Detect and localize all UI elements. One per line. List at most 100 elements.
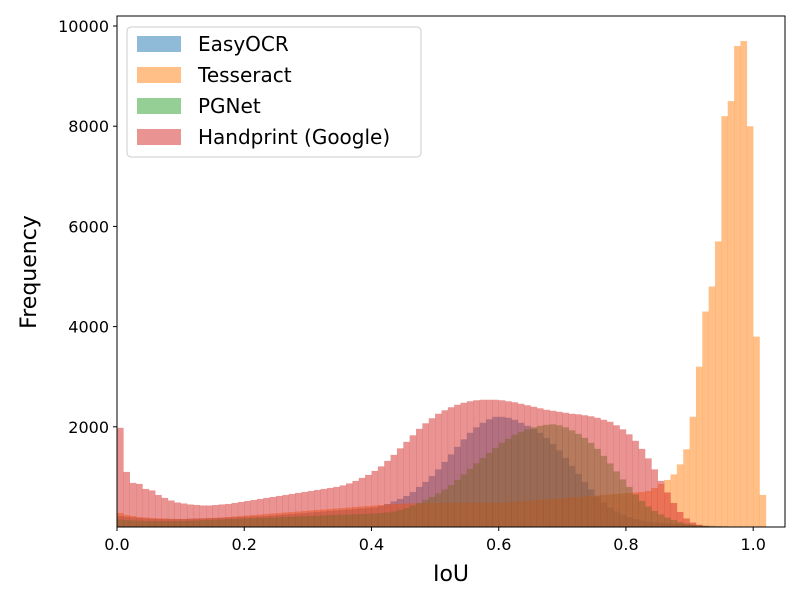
histogram-bar bbox=[174, 502, 181, 527]
y-axis-label: Frequency bbox=[17, 215, 42, 329]
histogram-bar bbox=[479, 399, 487, 527]
series-3 bbox=[117, 399, 735, 527]
y-tick-label: 8000 bbox=[68, 117, 109, 136]
histogram-bar bbox=[651, 469, 659, 527]
histogram-bar bbox=[180, 503, 188, 527]
legend-swatch bbox=[137, 36, 181, 52]
histogram-bar bbox=[396, 448, 404, 527]
histogram-bar bbox=[256, 498, 264, 527]
histogram-bar bbox=[746, 126, 754, 527]
histogram-bar bbox=[428, 418, 436, 527]
histogram-bar bbox=[155, 494, 162, 527]
histogram-bar bbox=[244, 500, 251, 527]
histogram-bar bbox=[753, 336, 760, 527]
histogram-bar bbox=[123, 471, 130, 527]
histogram-bar bbox=[543, 409, 550, 527]
histogram-bar bbox=[167, 500, 175, 527]
y-tick-label: 6000 bbox=[68, 217, 109, 236]
histogram-bar bbox=[587, 416, 595, 527]
histogram-bar bbox=[403, 441, 410, 527]
histogram-bar bbox=[670, 474, 678, 527]
histogram-bar bbox=[390, 454, 398, 527]
histogram-bar bbox=[441, 410, 449, 527]
legend-label: Tesseract bbox=[197, 63, 292, 87]
histogram-bar bbox=[193, 504, 200, 527]
histogram-bar bbox=[435, 413, 442, 527]
histogram-bar bbox=[117, 427, 124, 527]
histogram-bar bbox=[498, 400, 506, 527]
legend-label: EasyOCR bbox=[198, 32, 289, 56]
histogram-bar bbox=[269, 496, 277, 527]
histogram-bar bbox=[129, 482, 137, 527]
histogram-bar bbox=[683, 518, 690, 527]
histogram-bar bbox=[575, 414, 582, 527]
histogram-bar bbox=[161, 497, 169, 527]
histogram-bar bbox=[199, 505, 207, 527]
plot-frame bbox=[116, 15, 786, 528]
x-tick-label: 1.0 bbox=[740, 535, 765, 554]
histogram-bar bbox=[505, 401, 512, 527]
histogram-bar bbox=[307, 490, 315, 527]
histogram-bar bbox=[225, 503, 232, 527]
histogram-bar bbox=[695, 366, 703, 527]
histogram-bar bbox=[715, 241, 722, 527]
x-tick-label: 0.0 bbox=[104, 535, 129, 554]
histogram-bar bbox=[683, 449, 690, 527]
histogram-bar bbox=[549, 410, 557, 527]
histogram-bar bbox=[740, 41, 748, 528]
y-tick-label: 2000 bbox=[68, 418, 109, 437]
histogram-bar bbox=[721, 116, 728, 527]
legend-swatch bbox=[137, 129, 181, 145]
histogram-bar bbox=[460, 402, 468, 527]
histogram-bar bbox=[473, 400, 480, 527]
legend-label: Handprint (Google) bbox=[198, 125, 390, 149]
histogram-bar bbox=[702, 311, 709, 527]
y-tick-label: 4000 bbox=[68, 318, 109, 337]
histogram-bar bbox=[606, 421, 614, 527]
histogram-bar bbox=[263, 497, 270, 527]
histogram-bar bbox=[638, 448, 646, 527]
histogram-bar bbox=[186, 504, 194, 527]
histogram-bar bbox=[676, 511, 684, 527]
histogram-bar bbox=[314, 489, 321, 527]
histogram-bar bbox=[632, 440, 639, 527]
histogram-bar bbox=[371, 470, 379, 527]
histogram-bar bbox=[645, 458, 652, 527]
histogram-bar bbox=[295, 492, 302, 527]
histogram-bar bbox=[600, 419, 608, 527]
y-axis-ticks: 2000 4000 6000 8000 10000 bbox=[58, 17, 117, 437]
histogram-bar bbox=[206, 505, 213, 527]
histogram-bar bbox=[333, 486, 340, 527]
histogram-bar bbox=[568, 413, 576, 527]
x-axis-ticks: 0.0 0.2 0.4 0.6 0.8 1.0 bbox=[104, 527, 766, 554]
histogram-bar bbox=[212, 504, 220, 527]
histogram-bar bbox=[492, 399, 499, 527]
x-tick-label: 0.8 bbox=[613, 535, 638, 554]
histogram-bar bbox=[237, 501, 245, 527]
histogram-bar bbox=[581, 415, 589, 527]
histogram-bar bbox=[377, 466, 385, 527]
histogram-bar bbox=[664, 492, 671, 527]
histogram-bar bbox=[517, 403, 525, 527]
histogram-bar bbox=[409, 435, 417, 527]
histogram-bar bbox=[759, 494, 767, 527]
histogram-bar bbox=[288, 493, 296, 527]
histogram-bar bbox=[466, 401, 474, 527]
histogram-bar bbox=[511, 402, 519, 527]
histogram-bar bbox=[670, 502, 678, 527]
histogram-bar bbox=[447, 407, 455, 527]
histogram-bar bbox=[594, 417, 601, 527]
histogram-bar bbox=[148, 490, 156, 527]
histogram-bar bbox=[250, 499, 258, 527]
legend-box bbox=[126, 26, 422, 158]
histogram-bar bbox=[625, 434, 633, 527]
x-tick-label: 0.4 bbox=[359, 535, 384, 554]
histogram-bar bbox=[536, 408, 544, 527]
histogram-bar bbox=[657, 480, 665, 527]
histogram-bar bbox=[320, 488, 328, 527]
x-tick-label: 0.2 bbox=[232, 535, 257, 554]
legend-label: PGNet bbox=[198, 94, 261, 118]
histogram-bar bbox=[339, 485, 347, 527]
histogram-bar bbox=[358, 477, 366, 527]
